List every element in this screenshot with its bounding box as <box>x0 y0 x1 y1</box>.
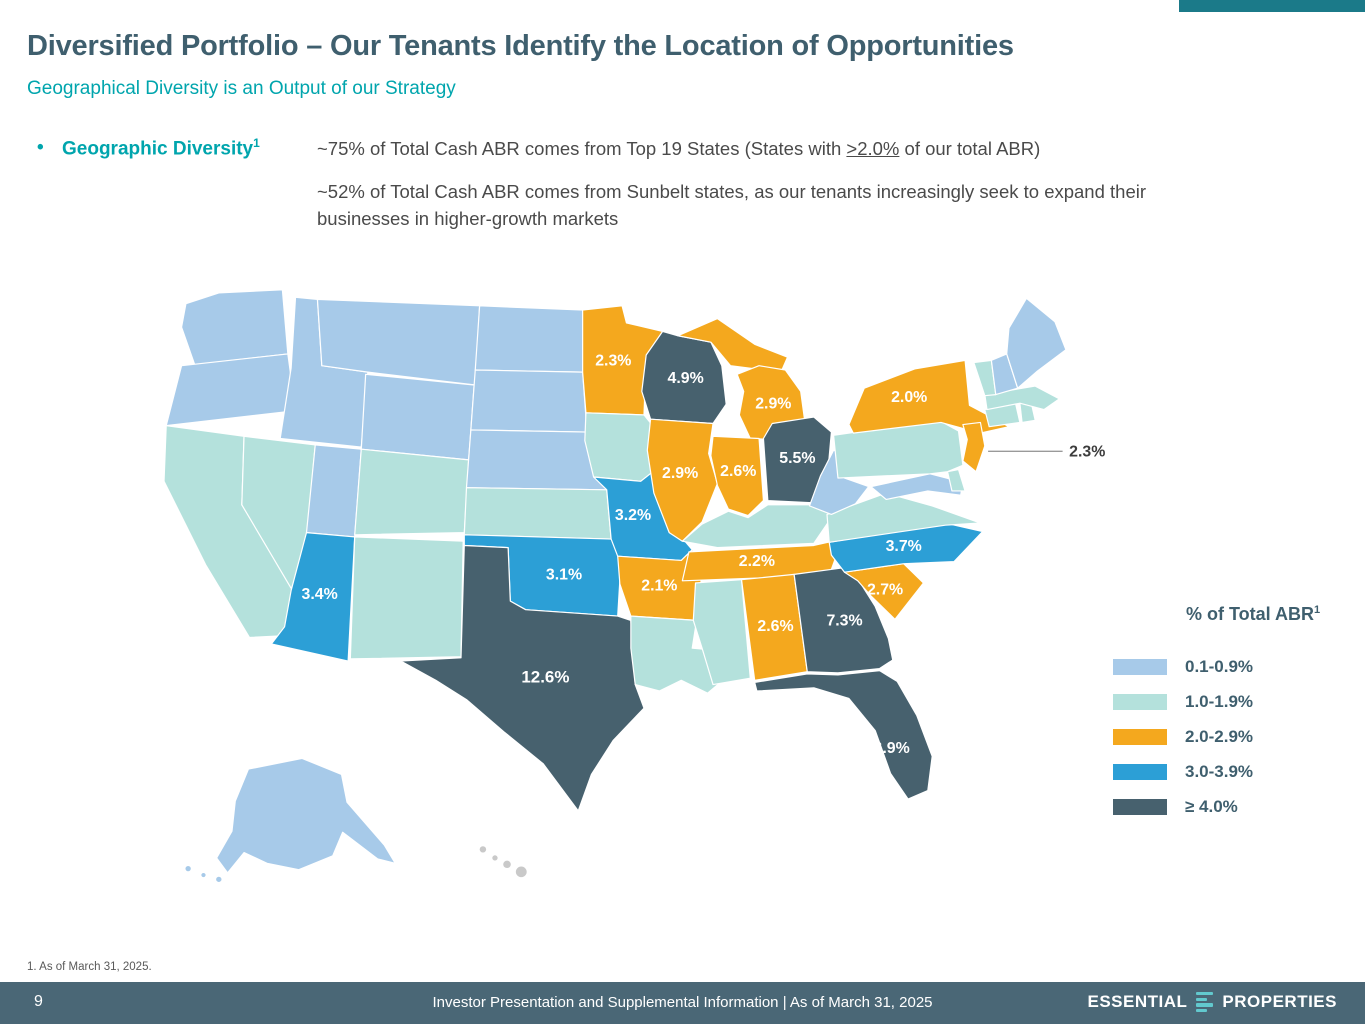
state-ak <box>216 757 396 874</box>
state-mt <box>316 298 481 386</box>
logo-text-properties: PROPERTIES <box>1222 992 1337 1012</box>
state-oh <box>762 416 832 504</box>
map-value-label-nj: 2.3% <box>1069 444 1105 461</box>
legend-title: % of Total ABR1 <box>1186 604 1320 625</box>
legend-label: 3.0-3.9% <box>1185 762 1254 781</box>
state-il <box>646 418 719 542</box>
legend-item: 1.0-1.9% <box>1113 692 1320 712</box>
footnote-superscript: 1 <box>253 136 260 150</box>
state-hi-island <box>502 859 513 870</box>
state-ak-island <box>214 875 223 884</box>
state-nj <box>962 421 986 473</box>
state-me <box>1006 297 1067 389</box>
bullet-line-1: ~75% of Total Cash ABR comes from Top 19… <box>317 136 1222 162</box>
legend-swatch-0-0-9 <box>1113 659 1167 675</box>
state-sd <box>470 369 588 433</box>
footer-text: Investor Presentation and Supplemental I… <box>432 994 933 1011</box>
legend-swatch-2-0-2-9 <box>1113 729 1167 745</box>
map-value-label-al: 2.6% <box>757 618 793 635</box>
state-nm <box>349 536 464 660</box>
legend-item: 2.0-2.9% <box>1113 727 1320 747</box>
state-wa <box>180 289 289 366</box>
map-value-label-nc: 3.7% <box>886 538 922 555</box>
bullet-text-block: ~75% of Total Cash ABR comes from Top 19… <box>317 136 1222 232</box>
legend-label: 0.1-0.9% <box>1185 657 1254 676</box>
bullet-line-1-threshold: >2.0% <box>846 138 900 159</box>
bullet-line-1-suffix: of our total ABR) <box>899 138 1041 159</box>
legend-swatch-1-0-1-9 <box>1113 694 1167 710</box>
state-co <box>354 448 470 536</box>
slide-title: Diversified Portfolio – Our Tenants Iden… <box>27 30 1014 62</box>
bullet-marker: • <box>37 137 44 158</box>
legend-item: ≥ 4.0% <box>1113 797 1320 817</box>
map-value-label-wi: 4.9% <box>668 370 704 387</box>
map-value-label-ok: 3.1% <box>546 567 582 584</box>
legend-item: 3.0-3.9% <box>1113 762 1320 782</box>
map-svg: 2.3% 4.9% 2.9% 2.0% 5.5% 2.9% 2.6% 3.2% … <box>163 289 1105 884</box>
state-tx <box>400 544 645 812</box>
state-hi-island <box>478 845 488 854</box>
map-legend: % of Total ABR1 0.1-0.9% 1.0-1.9% 2.0-2.… <box>1113 604 1320 832</box>
legend-label: 2.0-2.9% <box>1185 727 1254 746</box>
top-accent-bar <box>1179 0 1365 12</box>
map-value-label-il: 2.9% <box>662 465 698 482</box>
bullet-label: Geographic Diversity1 <box>62 136 260 160</box>
state-ak-island <box>200 871 207 879</box>
state-wi <box>641 330 727 425</box>
map-value-label-tx: 12.6% <box>521 668 569 687</box>
state-ky <box>681 504 837 549</box>
state-mi-upper <box>677 318 789 373</box>
map-value-label-sc: 2.7% <box>867 582 903 599</box>
state-or <box>165 353 297 427</box>
state-nd <box>474 305 584 373</box>
state-in <box>710 435 765 517</box>
legend-label: 1.0-1.9% <box>1185 692 1254 711</box>
bullet-label-text: Geographic Diversity <box>62 138 254 160</box>
state-ak-island <box>184 864 193 873</box>
legend-items: 0.1-0.9% 1.0-1.9% 2.0-2.9% 3.0-3.9% ≥ 4.… <box>1113 657 1320 817</box>
state-ia <box>584 412 657 482</box>
map-value-label-oh: 5.5% <box>779 450 815 467</box>
map-value-label-mo: 3.2% <box>615 507 651 524</box>
legend-label: ≥ 4.0% <box>1185 797 1238 816</box>
footer-bar: 9 Investor Presentation and Supplemental… <box>0 982 1365 1024</box>
legend-swatch-3-0-3-9 <box>1113 764 1167 780</box>
state-la <box>630 615 724 694</box>
map-value-label-mn: 2.3% <box>595 353 631 370</box>
state-hi-island <box>514 865 528 879</box>
state-ks <box>463 487 612 540</box>
map-value-label-in: 2.6% <box>720 463 756 480</box>
state-hi-island <box>491 854 499 862</box>
state-ut <box>305 444 362 538</box>
map-value-label-ga: 7.3% <box>826 613 862 630</box>
state-wy <box>360 373 475 461</box>
map-value-label-fl: 6.9% <box>874 740 910 757</box>
legend-item: 0.1-0.9% <box>1113 657 1320 677</box>
us-choropleth-map: 2.3% 4.9% 2.9% 2.0% 5.5% 2.9% 2.6% 3.2% … <box>118 263 1170 905</box>
legend-swatch-4-0-plus <box>1113 799 1167 815</box>
bullet-line-2: ~52% of Total Cash ABR comes from Sunbel… <box>317 181 1147 229</box>
company-logo: ESSENTIAL PROPERTIES <box>1087 992 1338 1013</box>
map-value-label-ar: 2.1% <box>641 578 677 595</box>
state-de <box>946 468 966 492</box>
slide-subtitle: Geographical Diversity is an Output of o… <box>27 78 456 99</box>
map-value-label-az: 3.4% <box>302 586 338 603</box>
map-value-label-tn: 2.2% <box>739 553 775 570</box>
legend-title-text: % of Total ABR <box>1186 604 1314 624</box>
footnote: 1. As of March 31, 2025. <box>27 961 152 973</box>
bullet-line-1-prefix: ~75% of Total Cash ABR comes from Top 19… <box>317 138 847 159</box>
map-value-label-mi: 2.9% <box>755 396 791 413</box>
logo-mark-icon <box>1196 992 1214 1013</box>
legend-footnote-superscript: 1 <box>1314 604 1321 616</box>
logo-text-essential: ESSENTIAL <box>1087 992 1188 1012</box>
map-value-label-ny: 2.0% <box>891 389 927 406</box>
page-number: 9 <box>34 993 43 1010</box>
state-fl <box>754 670 933 800</box>
